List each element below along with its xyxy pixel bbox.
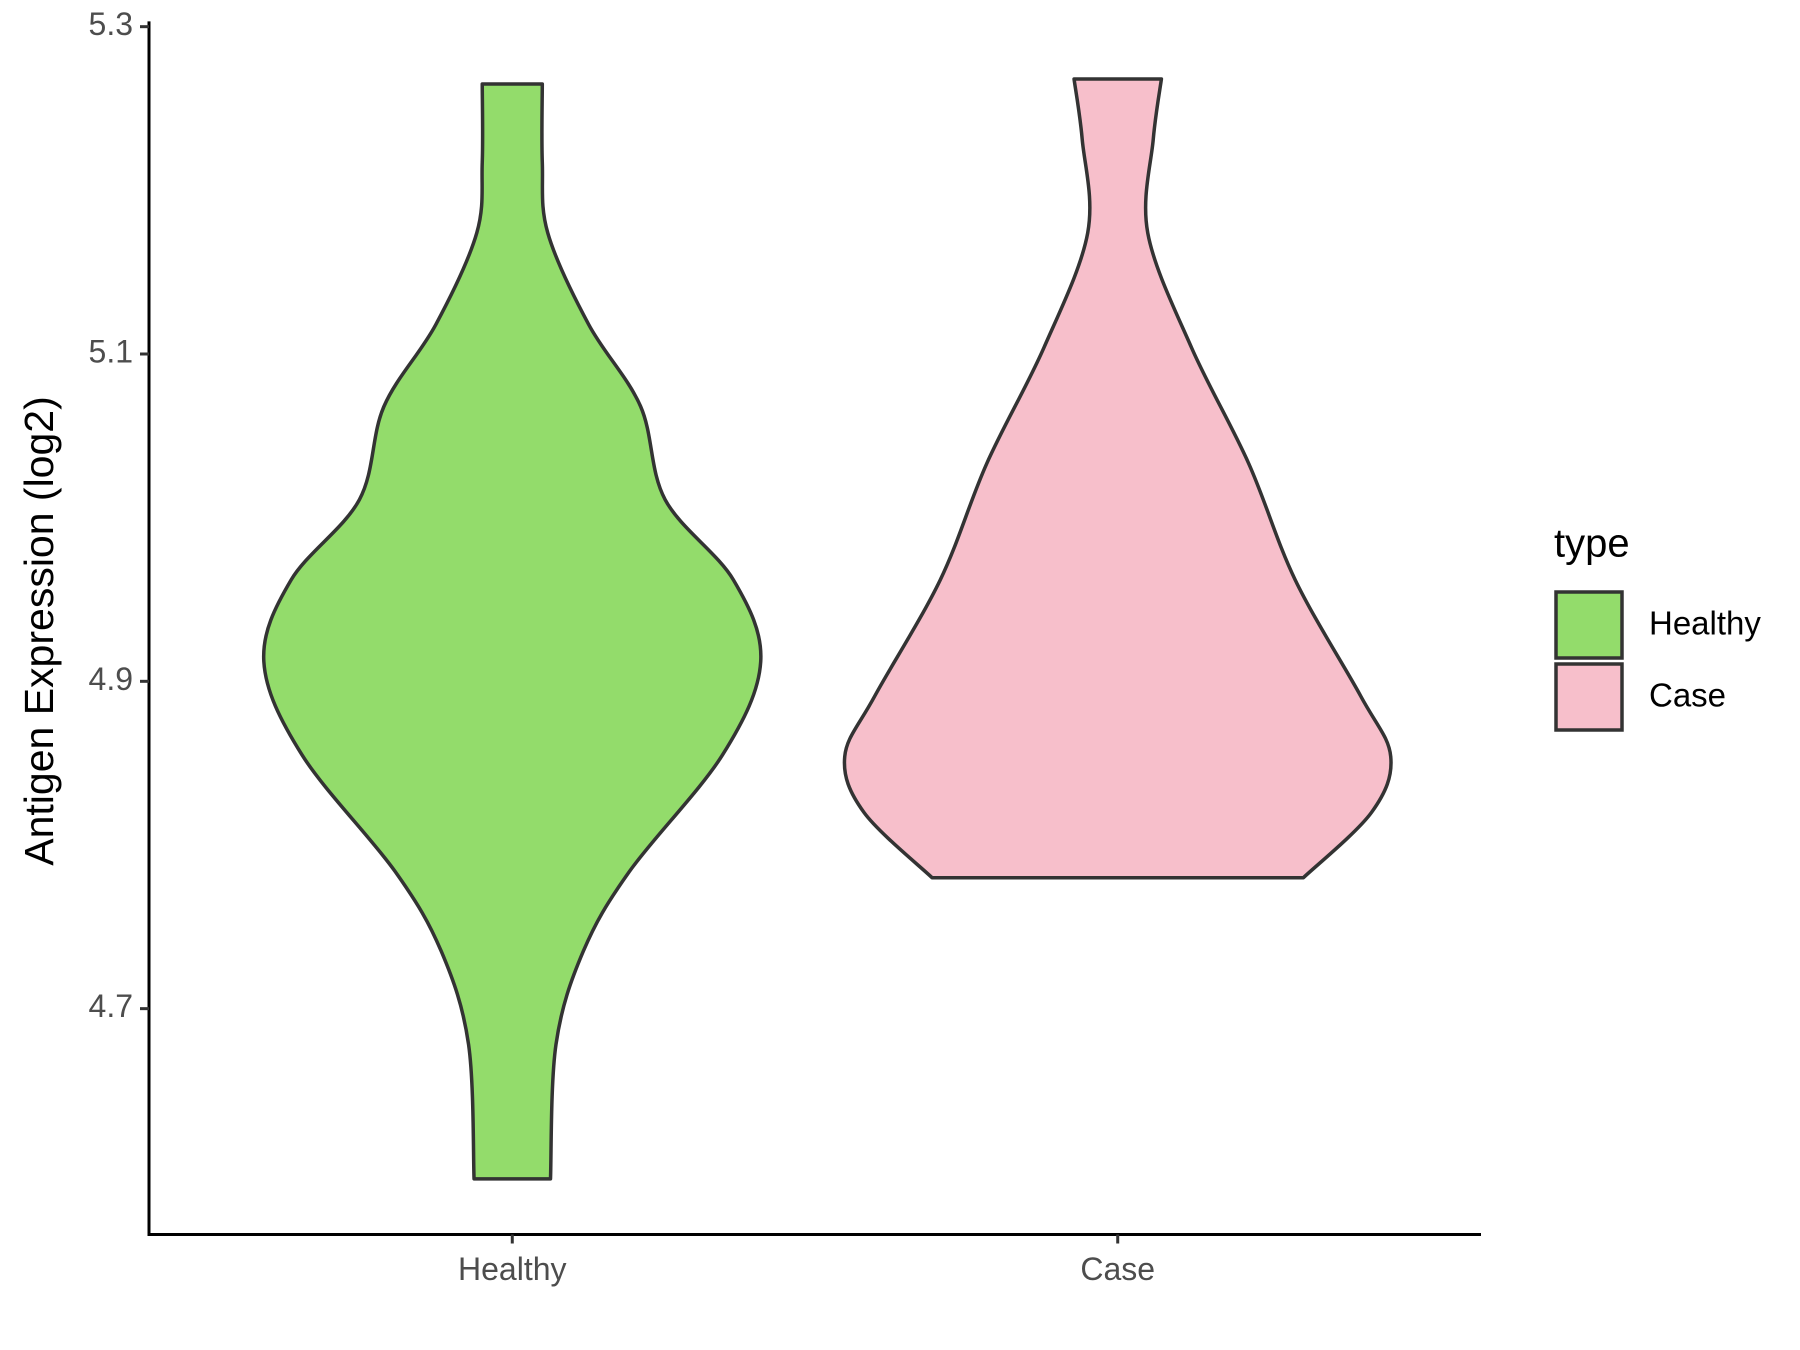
x-tick-label: Case: [1080, 1251, 1155, 1287]
legend-key: [1554, 590, 1624, 660]
legend-label: Case: [1649, 677, 1726, 714]
legend-key: [1554, 662, 1624, 732]
y-tick-label: 5.3: [89, 6, 133, 42]
violin: [261, 82, 763, 1181]
y-tick-label: 5.1: [89, 333, 133, 369]
legend-label: Healthy: [1649, 605, 1761, 642]
legend-title: type: [1554, 522, 1630, 566]
y-axis-title: Antigen Expression (log2): [16, 396, 62, 865]
y-tick-label: 4.9: [89, 661, 133, 697]
x-tick-label: Healthy: [458, 1251, 567, 1287]
violin: [842, 77, 1393, 880]
y-tick-label: 4.7: [89, 988, 133, 1024]
